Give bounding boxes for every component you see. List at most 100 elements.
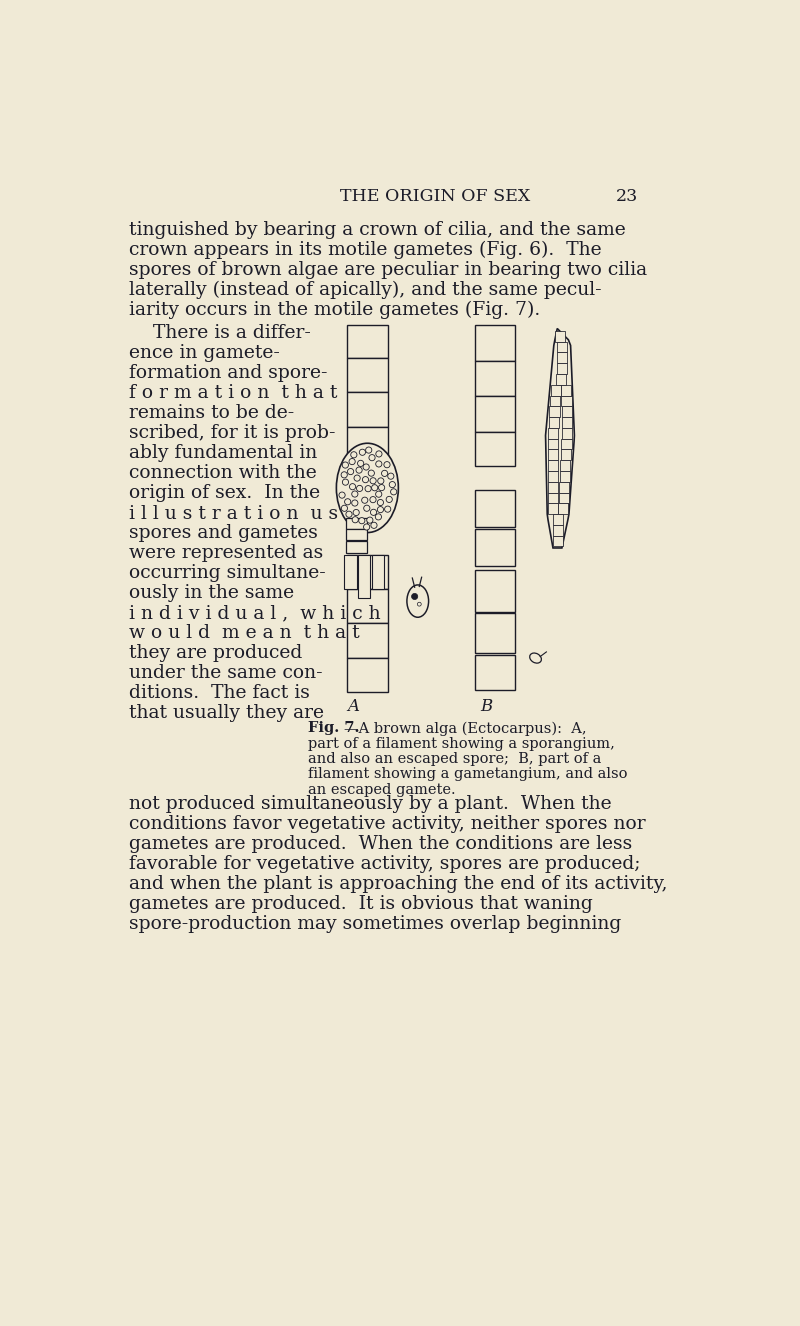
Bar	[548, 460, 558, 471]
Circle shape	[352, 517, 358, 522]
Bar	[358, 554, 370, 598]
Circle shape	[376, 491, 382, 497]
Text: scribed, for it is prob-: scribed, for it is prob-	[130, 424, 336, 442]
Circle shape	[363, 464, 370, 471]
Text: they are produced: they are produced	[130, 644, 302, 662]
Bar	[553, 525, 562, 536]
Bar	[344, 554, 357, 589]
Circle shape	[365, 485, 371, 492]
Bar	[347, 589, 387, 623]
Text: spores of brown algae are peculiar in bearing two cilia: spores of brown algae are peculiar in be…	[130, 261, 647, 278]
Bar	[560, 471, 570, 481]
Circle shape	[345, 499, 350, 505]
Text: favorable for vegetative activity, spores are produced;: favorable for vegetative activity, spore…	[130, 855, 641, 874]
Text: and when the plant is approaching the end of its activity,: and when the plant is approaching the en…	[130, 875, 668, 894]
Circle shape	[378, 484, 385, 491]
Circle shape	[366, 517, 373, 524]
Text: tinguished by bearing a crown of cilia, and the same: tinguished by bearing a crown of cilia, …	[130, 220, 626, 239]
Text: origin of sex.  In the: origin of sex. In the	[130, 484, 321, 503]
Bar	[347, 427, 387, 461]
Circle shape	[352, 500, 358, 507]
Circle shape	[418, 602, 422, 606]
Text: spores and gametes: spores and gametes	[130, 524, 318, 542]
Bar	[475, 361, 515, 396]
Bar	[561, 450, 571, 460]
Text: A: A	[347, 697, 359, 715]
Text: spore-production may sometimes overlap beginning: spore-production may sometimes overlap b…	[130, 915, 622, 934]
Bar	[557, 353, 567, 363]
Text: crown appears in its motile gametes (Fig. 6).  The: crown appears in its motile gametes (Fig…	[130, 241, 602, 259]
Circle shape	[385, 507, 390, 512]
Circle shape	[370, 496, 376, 503]
Bar	[475, 529, 515, 566]
Circle shape	[352, 491, 358, 497]
Circle shape	[378, 500, 383, 505]
Bar	[347, 358, 387, 391]
Circle shape	[378, 477, 384, 484]
Text: w o u l d  m e a n  t h a t: w o u l d m e a n t h a t	[130, 625, 360, 642]
Bar	[550, 395, 560, 406]
Text: f o r m a t i o n  t h a t: f o r m a t i o n t h a t	[130, 385, 338, 402]
Bar	[553, 514, 563, 525]
Text: and also an escaped spore;  B, part of a: and also an escaped spore; B, part of a	[308, 752, 601, 766]
Bar	[347, 658, 387, 692]
Text: under the same con-: under the same con-	[130, 664, 323, 683]
Text: ditions.  The fact is: ditions. The fact is	[130, 684, 310, 703]
Circle shape	[357, 485, 362, 492]
Circle shape	[370, 509, 377, 516]
Bar	[475, 570, 515, 611]
Circle shape	[368, 469, 374, 476]
Bar	[548, 471, 558, 481]
Bar	[555, 330, 566, 342]
Bar	[549, 418, 559, 428]
Circle shape	[390, 481, 395, 488]
Bar	[548, 492, 558, 504]
Text: i n d i v i d u a l ,  w h i c h: i n d i v i d u a l , w h i c h	[130, 605, 381, 622]
Circle shape	[364, 505, 370, 512]
Circle shape	[376, 461, 382, 467]
Bar	[562, 406, 572, 418]
Bar	[550, 406, 559, 418]
Text: laterally (instead of apically), and the same pecul-: laterally (instead of apically), and the…	[130, 281, 602, 300]
Text: THE ORIGIN OF SEX: THE ORIGIN OF SEX	[340, 188, 530, 206]
Text: Fig. 7.: Fig. 7.	[308, 721, 359, 735]
Text: that usually they are: that usually they are	[130, 704, 325, 723]
Circle shape	[386, 496, 392, 503]
Bar	[557, 342, 567, 353]
Text: an escaped gamete.: an escaped gamete.	[308, 782, 455, 797]
Circle shape	[382, 471, 388, 476]
Circle shape	[350, 484, 356, 489]
Bar	[347, 623, 387, 658]
Text: remains to be de-: remains to be de-	[130, 404, 294, 422]
Bar	[562, 395, 571, 406]
Circle shape	[376, 451, 382, 457]
Circle shape	[349, 459, 355, 464]
Text: 23: 23	[616, 188, 638, 206]
Bar	[548, 481, 558, 492]
Text: ably fundamental in: ably fundamental in	[130, 444, 318, 461]
Circle shape	[358, 460, 364, 467]
Bar	[347, 391, 387, 427]
Circle shape	[356, 467, 362, 473]
Bar	[562, 428, 572, 439]
Text: occurring simultane-: occurring simultane-	[130, 564, 326, 582]
Ellipse shape	[530, 652, 542, 663]
Text: i l l u s t r a t i o n  u s e d ,: i l l u s t r a t i o n u s e d ,	[130, 504, 386, 522]
Circle shape	[371, 485, 378, 491]
Bar	[475, 655, 515, 691]
Text: were represented as: were represented as	[130, 544, 324, 562]
Text: ence in gamete-: ence in gamete-	[130, 343, 280, 362]
Circle shape	[371, 522, 377, 528]
Circle shape	[384, 461, 390, 468]
Text: There is a differ-: There is a differ-	[130, 324, 311, 342]
Bar	[548, 450, 558, 460]
Circle shape	[359, 450, 366, 455]
Polygon shape	[546, 329, 574, 548]
Bar	[559, 492, 569, 504]
Circle shape	[346, 511, 352, 517]
Text: connection with the: connection with the	[130, 464, 317, 483]
Bar	[346, 529, 367, 540]
Text: part of a filament showing a sporangium,: part of a filament showing a sporangium,	[308, 737, 614, 751]
Bar	[556, 374, 566, 385]
Text: formation and spore-: formation and spore-	[130, 363, 328, 382]
